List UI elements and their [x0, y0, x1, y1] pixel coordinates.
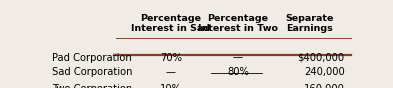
Text: 70%: 70%	[160, 53, 182, 63]
Text: —: —	[166, 67, 176, 77]
Text: 10%: 10%	[160, 84, 182, 88]
Text: Percentage
Interest in Two: Percentage Interest in Two	[198, 14, 278, 33]
Text: 160,000: 160,000	[304, 84, 345, 88]
Text: $400,000: $400,000	[298, 53, 345, 63]
Text: —: —	[233, 84, 243, 88]
Text: Percentage
Interest in Sad: Percentage Interest in Sad	[131, 14, 211, 33]
Text: 80%: 80%	[227, 67, 249, 77]
Text: 240,000: 240,000	[304, 67, 345, 77]
Text: Pad Corporation: Pad Corporation	[52, 53, 132, 63]
Text: Sad Corporation: Sad Corporation	[52, 67, 133, 77]
Text: Two Corporation: Two Corporation	[52, 84, 132, 88]
Text: Separate
Earnings: Separate Earnings	[285, 14, 334, 33]
Text: —: —	[233, 53, 243, 63]
